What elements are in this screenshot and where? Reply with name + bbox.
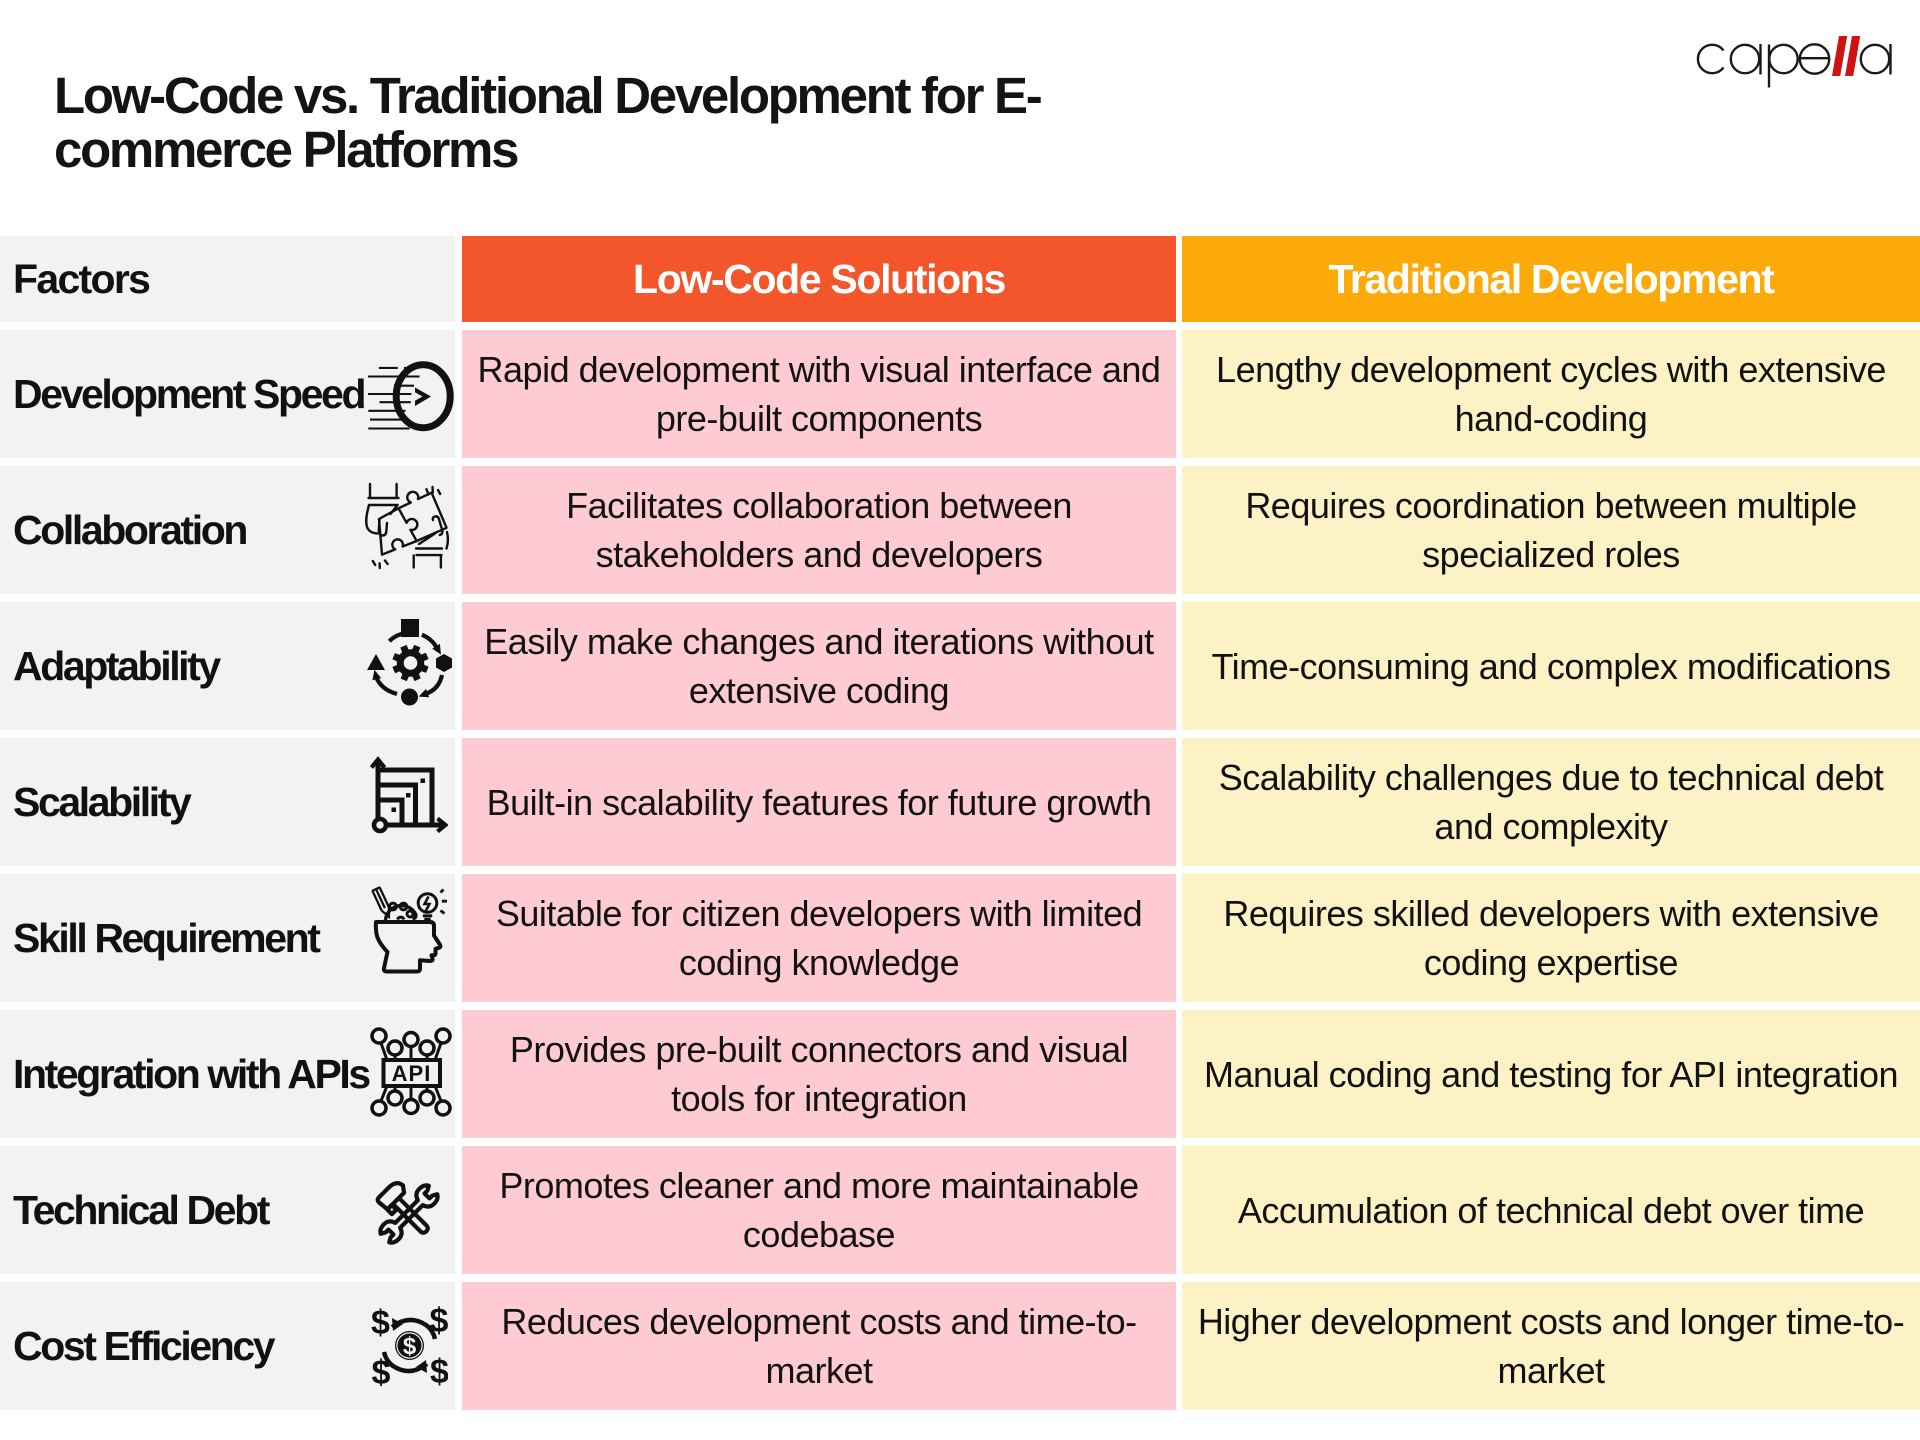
svg-text:$: $ <box>430 1353 448 1386</box>
svg-text:$: $ <box>371 1306 390 1342</box>
svg-text:$: $ <box>372 1354 391 1386</box>
svg-text:$: $ <box>430 1306 448 1340</box>
svg-text:$: $ <box>403 1333 417 1360</box>
svg-text:API: API <box>392 1061 432 1086</box>
